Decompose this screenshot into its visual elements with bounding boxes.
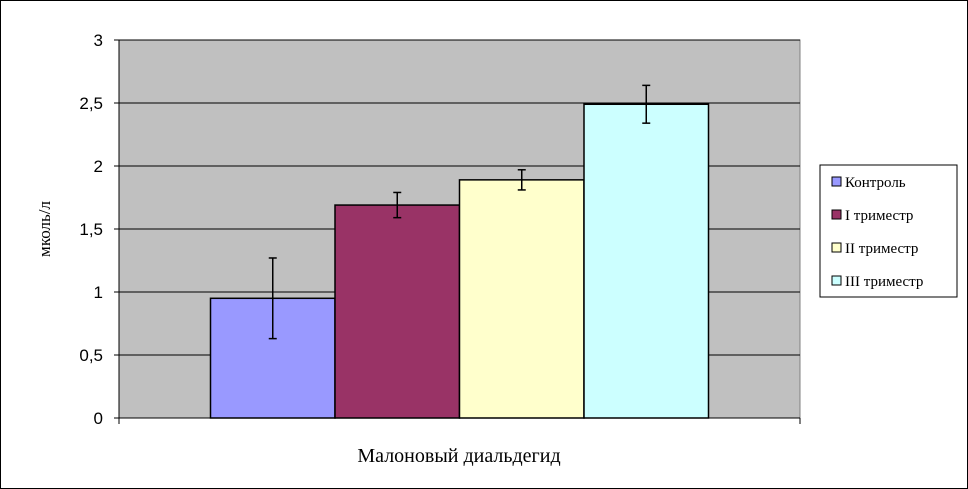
error-bars bbox=[268, 84, 651, 340]
y-tick-label: 1,5 bbox=[79, 220, 103, 239]
legend-swatch bbox=[831, 176, 842, 187]
legend-label: Контроль bbox=[845, 175, 906, 191]
legend-swatch bbox=[831, 242, 842, 253]
legend-box bbox=[819, 164, 958, 298]
y-tick-label: 2,5 bbox=[79, 94, 103, 113]
y-tick-labels: 0 0,5 1 1,5 2 2,5 3 bbox=[79, 31, 103, 428]
y-tick-label: 2 bbox=[94, 157, 103, 176]
y-tick-label: 3 bbox=[94, 31, 103, 50]
bar-3 bbox=[458, 179, 585, 419]
y-tick-label: 0 bbox=[94, 409, 103, 428]
legend-label: III триместр bbox=[845, 274, 923, 290]
bar-2 bbox=[334, 204, 461, 419]
legend-label: I триместр bbox=[845, 208, 913, 224]
legend: Контроль I триместр II триместр III тримест… bbox=[819, 164, 958, 298]
axes bbox=[114, 39, 801, 424]
x-axis-title: Малоновый диальдегид bbox=[357, 445, 560, 467]
y-tick-label: 0,5 bbox=[79, 346, 103, 365]
legend-label: II триместр bbox=[845, 241, 918, 257]
legend-swatch bbox=[831, 275, 842, 286]
legend-swatch bbox=[831, 209, 842, 220]
legend-items: Контроль I триместр II триместр III тримест… bbox=[831, 175, 923, 290]
y-axis-title: мколь/л bbox=[35, 201, 54, 257]
y-tick-label: 1 bbox=[94, 283, 103, 302]
bar-4 bbox=[583, 103, 710, 419]
